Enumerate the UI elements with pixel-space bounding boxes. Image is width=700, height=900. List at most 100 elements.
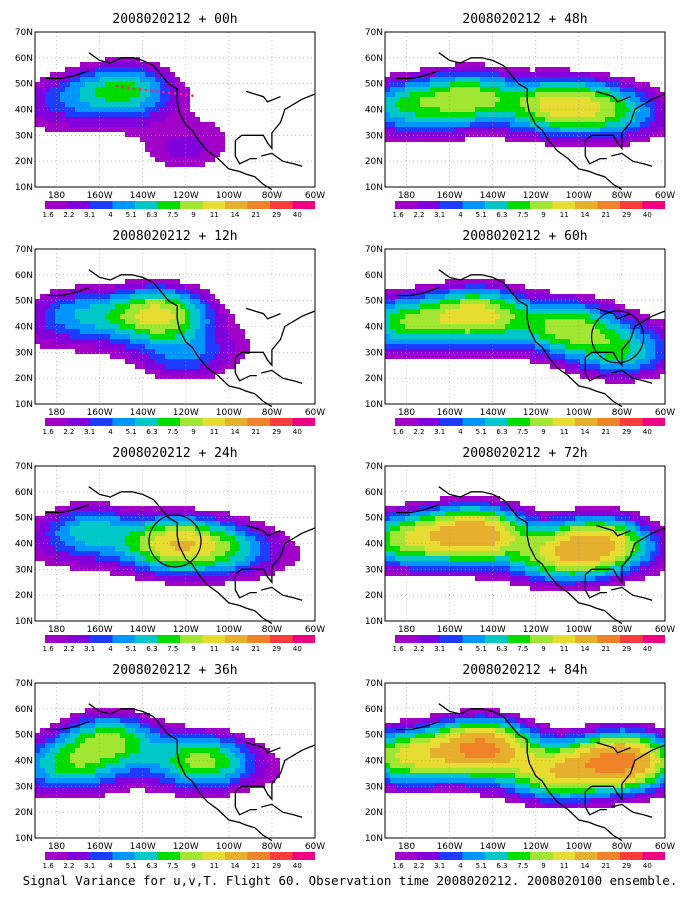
heat-cell: [65, 723, 70, 728]
heat-cell: [50, 97, 55, 102]
heat-cell: [515, 117, 520, 122]
heat-cell: [555, 566, 560, 571]
heat-cell: [630, 516, 635, 521]
heat-cell: [625, 137, 630, 142]
heat-cell: [135, 576, 140, 581]
colorbar-label: 29: [622, 211, 631, 219]
heat-cell: [465, 87, 470, 92]
heat-cell: [40, 334, 45, 339]
heat-cell: [230, 551, 235, 556]
heat-cell: [595, 349, 600, 354]
heat-cell: [630, 526, 635, 531]
heat-cell: [40, 309, 45, 314]
heat-cell: [175, 344, 180, 349]
heat-cell: [415, 137, 420, 142]
heat-cell: [175, 294, 180, 299]
heat-cell: [270, 551, 275, 556]
heat-cell: [640, 546, 645, 551]
heat-cell: [75, 788, 80, 793]
colorbar-swatch: [135, 201, 158, 209]
heat-cell: [250, 556, 255, 561]
heat-cell: [100, 743, 105, 748]
heat-cell: [605, 132, 610, 137]
x-tick-label: 160W: [437, 408, 463, 418]
heat-cell: [635, 576, 640, 581]
heat-cell: [550, 339, 555, 344]
heat-cell: [135, 359, 140, 364]
panel: 2008020212 + 72h10N20N30N40N50N60N70N180…: [365, 446, 675, 653]
heat-cell: [125, 521, 130, 526]
heat-cell: [80, 738, 85, 743]
heat-cell: [85, 294, 90, 299]
colorbar-label: 1.6: [393, 211, 405, 219]
heat-cell: [90, 556, 95, 561]
heat-cell: [505, 506, 510, 511]
heat-cell: [395, 304, 400, 309]
heat-cell: [85, 728, 90, 733]
heat-cell: [395, 521, 400, 526]
heat-cell: [445, 107, 450, 112]
heat-cell: [390, 551, 395, 556]
heat-cell: [505, 516, 510, 521]
heat-cell: [650, 374, 655, 379]
colorbar-label: 1.6: [43, 211, 55, 219]
heat-cell: [410, 531, 415, 536]
heat-cell: [80, 541, 85, 546]
coastline: [595, 307, 631, 320]
heat-cell: [520, 284, 525, 289]
heat-cell: [395, 546, 400, 551]
heat-cell: [525, 334, 530, 339]
heat-cell: [650, 526, 655, 531]
heat-cell: [485, 77, 490, 82]
heat-cell: [170, 72, 175, 77]
heat-cell: [145, 531, 150, 536]
heat-cell: [95, 718, 100, 723]
heat-cell: [235, 551, 240, 556]
heat-cell: [235, 561, 240, 566]
colorbar-label: 1.6: [393, 428, 405, 436]
heat-cell: [190, 546, 195, 551]
y-tick-label: 10N: [365, 617, 383, 627]
heat-cell: [530, 112, 535, 117]
heat-cell: [415, 112, 420, 117]
heat-cell: [600, 561, 605, 566]
heat-cell: [90, 708, 95, 713]
heat-cell: [40, 92, 45, 97]
heat-cell: [625, 344, 630, 349]
heat-cell: [230, 349, 235, 354]
y-tick-label: 70N: [15, 245, 33, 255]
flight-track-point: [150, 89, 154, 92]
heat-cell: [560, 107, 565, 112]
heat-cell: [90, 713, 95, 718]
heat-cell: [60, 294, 65, 299]
heat-cell: [205, 576, 210, 581]
heat-cell: [210, 147, 215, 152]
heat-cell: [570, 566, 575, 571]
heat-cell: [85, 82, 90, 87]
heat-cell: [220, 354, 225, 359]
heat-cell: [35, 334, 40, 339]
heat-cell: [210, 526, 215, 531]
heat-cell: [100, 62, 105, 67]
heat-cell: [250, 546, 255, 551]
heat-cell: [50, 521, 55, 526]
heat-cell: [520, 354, 525, 359]
heat-cell: [140, 566, 145, 571]
heat-cell: [175, 551, 180, 556]
heat-cell: [540, 354, 545, 359]
heat-cell: [580, 319, 585, 324]
heat-cell: [170, 556, 175, 561]
heat-cell: [640, 92, 645, 97]
heat-cell: [445, 117, 450, 122]
heat-cell: [555, 142, 560, 147]
heat-cell: [115, 62, 120, 67]
colorbar-swatch: [440, 635, 463, 643]
heat-cell: [55, 122, 60, 127]
heat-cell: [55, 309, 60, 314]
heat-cell: [600, 369, 605, 374]
heat-cell: [590, 561, 595, 566]
heat-cell: [175, 162, 180, 167]
heat-cell: [50, 738, 55, 743]
heat-cell: [655, 339, 660, 344]
heat-cell: [140, 304, 145, 309]
